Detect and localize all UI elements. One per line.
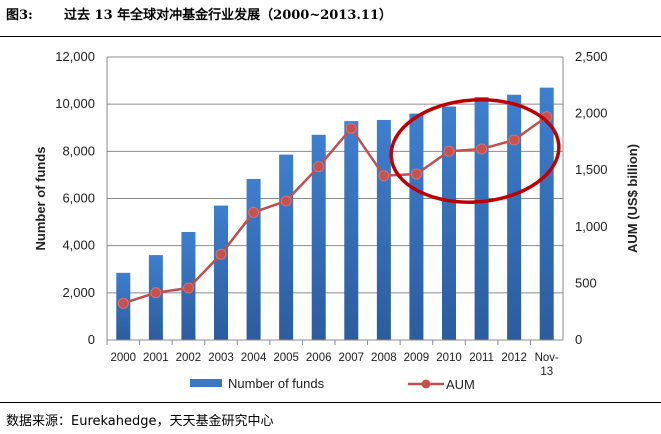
bar [214, 205, 228, 340]
x-tick-label: 2011 [469, 352, 494, 364]
aum-point [150, 287, 162, 299]
bar [474, 97, 489, 340]
right-tick-label: 1,000 [575, 219, 608, 234]
bar [442, 106, 456, 341]
x-tick-label: 2005 [273, 352, 299, 364]
x-tick-label: 2008 [371, 352, 397, 364]
x-tick-label: 13 [540, 366, 553, 378]
left-tick-label: 6,000 [62, 191, 95, 206]
left-tick-label: 0 [88, 332, 95, 347]
aum-point [345, 122, 357, 134]
aum-point [215, 248, 227, 260]
highlight-ellipse [389, 98, 561, 204]
figure-number: 图3: [6, 8, 33, 23]
x-tick-label: Nov- [535, 352, 559, 364]
aum-point [443, 145, 455, 157]
x-tick-label: 2001 [143, 352, 169, 364]
x-tick-label: 2004 [241, 352, 267, 364]
bar [376, 119, 391, 340]
right-tick-label: 0 [575, 332, 582, 347]
legend-label-aum: AUM [446, 377, 475, 392]
bar [311, 134, 326, 340]
bar [279, 154, 294, 340]
legend-label-funds: Number of funds [228, 376, 325, 391]
left-tick-label: 10,000 [55, 96, 95, 111]
source-text: 数据来源：Eurekahedge，天天基金研究中心 [6, 414, 274, 429]
bar [507, 94, 522, 340]
right-tick-label: 2,000 [575, 106, 608, 121]
legend-swatch-funds [190, 379, 222, 387]
left-tick-label: 2,000 [62, 285, 95, 300]
aum-point [313, 161, 325, 173]
right-axis-label: AUM (US$ billion) [625, 144, 640, 253]
right-tick-label: 2,500 [575, 49, 608, 64]
left-tick-label: 8,000 [62, 143, 95, 158]
bar [409, 113, 424, 340]
x-tick-label: 2000 [110, 352, 136, 364]
x-tick-label: 2010 [436, 352, 462, 364]
x-tick-label: 2003 [208, 352, 234, 364]
source-rule [0, 402, 661, 403]
aum-point [378, 170, 390, 182]
aum-point [117, 297, 129, 309]
x-tick-label: 2006 [306, 352, 332, 364]
right-tick-label: 1,500 [575, 162, 608, 177]
left-tick-label: 4,000 [62, 238, 95, 253]
aum-point [410, 168, 422, 180]
bar [246, 178, 261, 340]
right-tick-label: 500 [575, 275, 597, 290]
left-axis-label: Number of funds [33, 147, 48, 251]
legend-marker-aum [421, 379, 431, 389]
left-tick-label: 12,000 [55, 49, 95, 64]
title-rule [0, 36, 661, 37]
aum-point [248, 206, 260, 218]
figure-title-text: 过去 13 年全球对冲基金行业发展（2000~2013.11） [64, 8, 393, 23]
figure-title: 图3: 过去 13 年全球对冲基金行业发展（2000~2013.11） [6, 4, 392, 23]
aum-point [182, 282, 194, 294]
bar [344, 121, 359, 340]
x-tick-label: 2007 [338, 352, 364, 364]
bar [539, 87, 554, 341]
aum-point [508, 134, 520, 146]
x-tick-label: 2012 [501, 352, 527, 364]
x-tick-label: 2002 [176, 352, 202, 364]
aum-point [476, 143, 488, 155]
aum-point [280, 195, 292, 207]
x-tick-label: 2009 [404, 352, 430, 364]
